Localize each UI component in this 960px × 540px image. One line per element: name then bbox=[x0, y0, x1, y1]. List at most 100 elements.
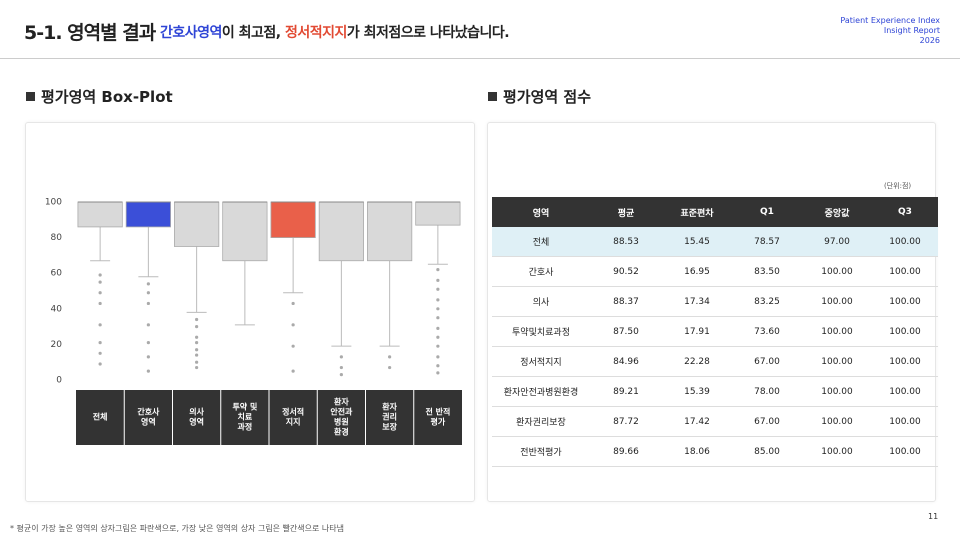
table-cell: 100.00 bbox=[802, 286, 872, 317]
table-row: 의사 88.37 17.34 83.25 100.00 100.00 bbox=[492, 286, 938, 317]
table-row: 정서적지지 84.96 22.28 67.00 100.00 100.00 bbox=[492, 346, 938, 377]
outlier bbox=[195, 341, 199, 345]
table-cell: 88.37 bbox=[590, 286, 662, 317]
table-cell: 17.91 bbox=[662, 316, 732, 347]
outlier bbox=[146, 341, 150, 345]
outlier bbox=[98, 273, 102, 277]
headline-part: 가 최저점으로 나타났습니다. bbox=[346, 25, 510, 41]
report-line: Insight Report bbox=[883, 26, 940, 35]
table-cell: 97.00 bbox=[802, 227, 872, 257]
column-header: 표준편차 bbox=[662, 197, 732, 227]
box bbox=[367, 201, 413, 262]
x-tick-label: 전 반적 bbox=[425, 407, 450, 417]
header-row: 영역 평균 표준편차 Q1 중앙값 Q3 bbox=[492, 197, 938, 227]
report-line: Patient Experience Index bbox=[840, 16, 940, 25]
table-row: 전반적평가 89.66 18.06 85.00 100.00 100.00 bbox=[492, 436, 938, 467]
y-tick-label: 20 bbox=[51, 340, 63, 350]
x-tick-label: 보장 bbox=[382, 422, 397, 432]
x-tick-label: 투약 및 bbox=[232, 402, 257, 412]
x-tick-label: 환자 bbox=[382, 402, 397, 412]
table-cell: 87.50 bbox=[590, 316, 662, 347]
outlier bbox=[436, 316, 440, 320]
outlier bbox=[195, 353, 199, 357]
table-cell: 15.39 bbox=[662, 376, 732, 407]
report-label: Patient Experience Index Insight Report … bbox=[840, 16, 940, 46]
table-cell: 100.00 bbox=[872, 406, 938, 437]
table-cell: 87.72 bbox=[590, 406, 662, 437]
column-header: 평균 bbox=[590, 197, 662, 227]
table-row: 환자안전과병원환경 89.21 15.39 78.00 100.00 100.00 bbox=[492, 376, 938, 407]
x-tick-label: 병원 bbox=[334, 417, 349, 427]
outlier bbox=[146, 282, 150, 286]
column-header: Q3 bbox=[872, 197, 938, 227]
outlier bbox=[436, 371, 440, 375]
headline: 간호사영역이 최고점, 정서적지지가 최저점으로 나타났습니다. bbox=[160, 22, 510, 42]
table-cell: 100.00 bbox=[872, 346, 938, 377]
x-tick-label: 과정 bbox=[238, 422, 253, 432]
x-tick-label: 환자 bbox=[334, 397, 349, 407]
table-cell: 간호사 bbox=[492, 256, 590, 287]
table-cell: 17.34 bbox=[662, 286, 732, 317]
outlier bbox=[98, 351, 102, 355]
x-tick-label: 의사 bbox=[189, 407, 204, 417]
page-number: 11 bbox=[928, 512, 939, 521]
table-cell: 84.96 bbox=[590, 346, 662, 377]
column-header: 중앙값 bbox=[802, 197, 872, 227]
chart-panel bbox=[25, 122, 475, 502]
outlier bbox=[98, 323, 102, 327]
y-tick-label: 80 bbox=[51, 233, 63, 243]
outlier bbox=[98, 291, 102, 295]
outlier bbox=[195, 365, 199, 370]
outlier bbox=[388, 365, 392, 370]
outlier bbox=[291, 344, 295, 348]
x-tick-label: 지지 bbox=[286, 417, 301, 427]
x-tick-label: 간호사 bbox=[137, 407, 160, 417]
box bbox=[415, 201, 461, 226]
outlier bbox=[195, 360, 199, 364]
outlier bbox=[291, 323, 295, 327]
box bbox=[77, 201, 123, 228]
outlier bbox=[436, 287, 440, 291]
outlier bbox=[146, 291, 150, 295]
outlier bbox=[291, 301, 295, 306]
table-cell: 투약및치료과정 bbox=[492, 316, 590, 347]
table-row: 간호사 90.52 16.95 83.50 100.00 100.00 bbox=[492, 256, 938, 287]
slide-title: 5-1. 영역별 결과 bbox=[24, 22, 156, 44]
outlier bbox=[436, 335, 440, 339]
box bbox=[318, 201, 364, 262]
section-title: 평가영역 Box-Plot bbox=[26, 86, 173, 107]
y-tick-label: 60 bbox=[51, 269, 63, 279]
table-cell: 100.00 bbox=[872, 436, 938, 467]
table-cell: 67.00 bbox=[732, 406, 802, 437]
table-row: 전체 88.53 15.45 78.57 97.00 100.00 bbox=[492, 227, 938, 257]
table-cell: 90.52 bbox=[590, 256, 662, 287]
outlier bbox=[98, 362, 102, 366]
report-line: 2026 bbox=[919, 36, 940, 45]
outlier bbox=[291, 369, 295, 373]
table-cell: 100.00 bbox=[872, 286, 938, 317]
outlier bbox=[98, 301, 102, 306]
table-cell: 89.21 bbox=[590, 376, 662, 407]
headline-part: 간호사영역 bbox=[160, 25, 222, 41]
outlier bbox=[98, 280, 102, 284]
outlier bbox=[436, 364, 440, 368]
outlier bbox=[436, 307, 440, 311]
outlier bbox=[436, 344, 440, 348]
table-cell: 88.53 bbox=[590, 227, 662, 257]
box bbox=[125, 201, 171, 228]
table-cell: 100.00 bbox=[802, 316, 872, 347]
column-header: Q1 bbox=[732, 197, 802, 227]
box bbox=[222, 201, 268, 262]
outlier bbox=[436, 298, 440, 302]
table-cell: 83.50 bbox=[732, 256, 802, 287]
outlier bbox=[339, 373, 343, 377]
outlier bbox=[436, 355, 440, 359]
outlier bbox=[146, 355, 150, 359]
x-tick-label: 환경 bbox=[334, 427, 349, 437]
table-row: 환자권리보장 87.72 17.42 67.00 100.00 100.00 bbox=[492, 406, 938, 437]
table-cell: 67.00 bbox=[732, 346, 802, 377]
outlier bbox=[146, 301, 150, 306]
